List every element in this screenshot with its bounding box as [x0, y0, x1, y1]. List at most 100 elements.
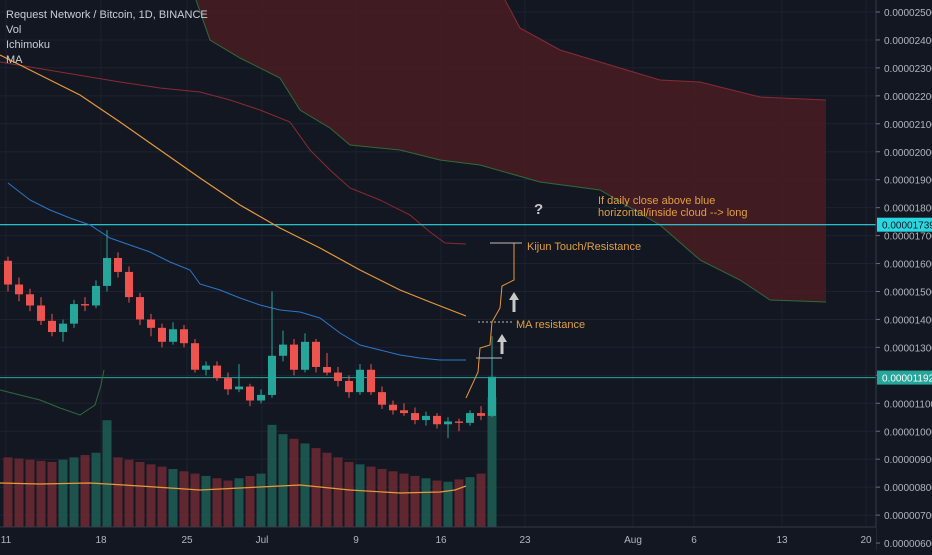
time-tick-label: 23 — [519, 535, 531, 546]
time-axis[interactable]: 11 18 25 Jul 9 16 23 Aug 6 13 20 — [0, 526, 876, 550]
price-tick-label: 0.00001600 — [884, 260, 932, 271]
price-tick-label: 0.00000800 — [884, 483, 932, 494]
price-label-bg — [877, 217, 932, 232]
volume-bar — [102, 420, 112, 527]
time-tick-label: 18 — [95, 535, 107, 546]
chart-title[interactable]: Request Network / Bitcoin, 1D, BINANCE — [6, 9, 208, 21]
volume-bar — [190, 473, 200, 527]
price-tick-label: 0.00001000 — [884, 427, 932, 438]
price-tick-label: 0.00002300 — [884, 64, 932, 75]
candle-body — [213, 365, 221, 379]
volume-bar — [388, 471, 398, 527]
price-tick-label: 0.00002200 — [884, 92, 932, 103]
chikou-line — [0, 369, 105, 416]
volume-bar — [168, 468, 178, 527]
candle-body — [378, 392, 386, 405]
price-tick-label: 0.00002500 — [884, 8, 932, 19]
candle-body — [367, 369, 375, 393]
volume-bar — [476, 473, 486, 527]
candle-body — [4, 260, 12, 285]
candle-body — [70, 304, 78, 324]
volume-bar — [58, 459, 68, 527]
senkou-b-line — [195, 0, 827, 303]
price-tick-label: 0.00001500 — [884, 288, 932, 299]
candle-body — [301, 341, 309, 370]
indicator-vol[interactable]: Vol — [6, 24, 22, 36]
volume-bar — [289, 438, 299, 527]
candle-body — [312, 341, 320, 367]
price-label-text: 0.00001739 — [882, 221, 932, 232]
volume-bar — [344, 462, 354, 527]
drawings — [465, 242, 522, 399]
annotations: If daily close above bluehorizontal/insi… — [516, 195, 748, 331]
volume-bar — [201, 475, 211, 527]
candles — [4, 230, 496, 439]
annotation-long-line2: horizontal/inside cloud --> long — [598, 207, 748, 219]
candle-body — [235, 386, 243, 390]
volume-bar — [113, 457, 123, 527]
legend: Request Network / Bitcoin, 1D, BINANCE V… — [6, 8, 208, 68]
candle-body — [345, 380, 353, 393]
candle-body — [389, 404, 397, 411]
candle-body — [268, 355, 276, 395]
time-tick-label: 9 — [353, 535, 359, 546]
volume-bar — [47, 462, 57, 527]
horizontal-lines — [0, 224, 876, 379]
candle-body — [334, 372, 342, 381]
candle-body — [37, 305, 45, 321]
volume-bar — [454, 479, 464, 527]
candle-body — [125, 271, 133, 298]
volume-bar — [3, 457, 13, 527]
candle-body — [202, 365, 210, 370]
volume-bar — [91, 452, 101, 527]
volume-bar — [234, 478, 244, 527]
volume-bar — [311, 448, 321, 527]
volume-bar — [333, 457, 343, 527]
price-axis-bg — [876, 0, 932, 550]
time-tick-label: 11 — [1, 535, 12, 546]
price-tick-label: 0.00001900 — [884, 176, 932, 187]
projection-path — [465, 243, 515, 399]
candle-body — [191, 343, 199, 370]
volume-bar — [410, 475, 420, 527]
volume-bar — [124, 459, 134, 527]
volume-bar — [135, 462, 145, 527]
price-tick-label: 0.00000600 — [884, 539, 932, 550]
price-axis[interactable]: 0.00002500 0.00002400 0.00002300 0.00002200… — [875, 0, 932, 550]
price-tick-label: 0.00000900 — [884, 455, 932, 466]
volume-bar — [432, 480, 442, 527]
volume-bar — [278, 434, 288, 527]
volume-bar — [25, 459, 35, 527]
volume-bar — [69, 457, 79, 527]
candle-body — [400, 410, 408, 414]
volume-bar — [36, 460, 46, 527]
candle-body — [477, 413, 485, 416]
price-label-bg — [877, 370, 932, 385]
candle-body — [411, 413, 419, 421]
candle-body — [26, 294, 34, 306]
volume-bar — [80, 455, 90, 527]
indicator-lines — [0, 54, 467, 494]
cloud-fill — [196, 0, 826, 302]
candle-body — [158, 327, 166, 342]
annotation-long-line1: If daily close above blue — [598, 195, 715, 207]
time-tick-label: 13 — [776, 535, 788, 546]
candle-body — [15, 284, 23, 295]
price-tick-label: 0.00002000 — [884, 148, 932, 159]
volume-bar — [487, 397, 497, 527]
ma-line — [0, 54, 467, 317]
senkou-a-line — [504, 0, 827, 101]
annotation-ma: MA resistance — [516, 319, 585, 331]
candle-body — [257, 394, 265, 401]
indicator-ma[interactable]: MA — [6, 54, 23, 66]
candle-body — [433, 415, 441, 425]
volume-bar — [245, 475, 255, 527]
up-arrow — [509, 292, 519, 312]
candle-body — [224, 378, 232, 390]
candle-body — [356, 369, 364, 393]
indicator-ichimoku[interactable]: Ichimoku — [6, 39, 51, 51]
kijun-line — [7, 182, 466, 361]
volume-bar — [14, 458, 24, 527]
candle-body — [466, 413, 474, 423]
